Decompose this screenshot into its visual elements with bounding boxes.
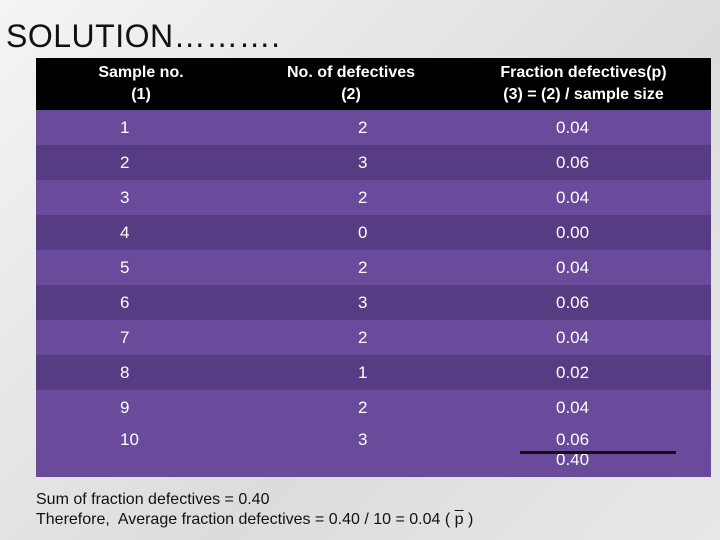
cell-defectives: 2 — [246, 390, 456, 425]
header-defectives-line2: (2) — [341, 86, 361, 103]
cell-sample: 10 — [36, 425, 246, 477]
cell-defectives: 2 — [246, 320, 456, 355]
cell-defectives-value: 3 — [358, 430, 368, 449]
defectives-table: Sample no. (1) No. of defectives (2) Fra… — [36, 58, 711, 477]
table-row: 9 2 0.04 — [36, 390, 711, 425]
cell-sample: 2 — [36, 145, 246, 180]
cell-sample: 1 — [36, 110, 246, 145]
cell-fraction: 0.04 — [456, 110, 711, 145]
cell-sample: 9 — [36, 390, 246, 425]
table-row: 10 3 0.06 0.40 — [36, 425, 711, 477]
cell-fraction: 0.06 — [456, 285, 711, 320]
cell-defectives: 1 — [246, 355, 456, 390]
cell-defectives: 2 — [246, 180, 456, 215]
summary-text: Sum of fraction defectives = 0.40 Theref… — [36, 490, 473, 530]
table-row: 2 3 0.06 — [36, 145, 711, 180]
table-row: 1 2 0.04 — [36, 110, 711, 145]
header-fraction-line2: (3) = (2) / sample size — [503, 86, 664, 103]
cell-fraction: 0.00 — [456, 215, 711, 250]
header-defectives-line1: No. of defectives — [286, 64, 416, 81]
cell-defectives: 3 — [246, 145, 456, 180]
summary-average-prefix: Therefore, Average fraction defectives =… — [36, 511, 455, 528]
total-fraction-value: 0.40 — [556, 450, 590, 469]
table-row: 3 2 0.04 — [36, 180, 711, 215]
table-row: 5 2 0.04 — [36, 250, 711, 285]
summary-average-suffix: ) — [463, 511, 474, 528]
cell-fraction: 0.04 — [456, 320, 711, 355]
cell-sample: 6 — [36, 285, 246, 320]
cell-defectives: 0 — [246, 215, 456, 250]
header-sample-no: Sample no. (1) — [36, 58, 246, 110]
cell-defectives: 3 — [246, 425, 456, 477]
table-row: 8 1 0.02 — [36, 355, 711, 390]
page-title: SOLUTION………. — [6, 18, 281, 54]
p-bar-symbol: p — [454, 511, 464, 528]
cell-sample: 8 — [36, 355, 246, 390]
cell-defectives: 2 — [246, 250, 456, 285]
cell-fraction: 0.02 — [456, 355, 711, 390]
cell-defectives: 3 — [246, 285, 456, 320]
header-fraction: Fraction defectives(p) (3) = (2) / sampl… — [456, 58, 711, 110]
cell-fraction: 0.06 — [456, 145, 711, 180]
cell-fraction: 0.04 — [456, 180, 711, 215]
cell-fraction: 0.04 — [456, 390, 711, 425]
cell-sample-value: 10 — [120, 430, 139, 449]
summary-average-line: Therefore, Average fraction defectives =… — [36, 510, 473, 530]
cell-defectives: 2 — [246, 110, 456, 145]
header-sample-no-line1: Sample no. — [98, 64, 184, 81]
header-defectives: No. of defectives (2) — [246, 58, 456, 110]
cell-sample: 3 — [36, 180, 246, 215]
cell-fraction-value: 0.06 — [556, 430, 590, 449]
cell-sample: 7 — [36, 320, 246, 355]
cell-sample: 4 — [36, 215, 246, 250]
table-row: 7 2 0.04 — [36, 320, 711, 355]
cell-fraction: 0.06 0.40 — [456, 425, 711, 477]
table-header-row: Sample no. (1) No. of defectives (2) Fra… — [36, 58, 711, 110]
cell-fraction: 0.04 — [456, 250, 711, 285]
header-fraction-line1: Fraction defectives(p) — [500, 64, 667, 81]
table-row: 4 0 0.00 — [36, 215, 711, 250]
table-row: 6 3 0.06 — [36, 285, 711, 320]
cell-fraction-stack: 0.06 0.40 — [556, 425, 711, 470]
summary-sum-line: Sum of fraction defectives = 0.40 — [36, 491, 270, 508]
cell-sample: 5 — [36, 250, 246, 285]
header-sample-no-line2: (1) — [131, 86, 151, 103]
sum-divider-line — [520, 451, 676, 454]
